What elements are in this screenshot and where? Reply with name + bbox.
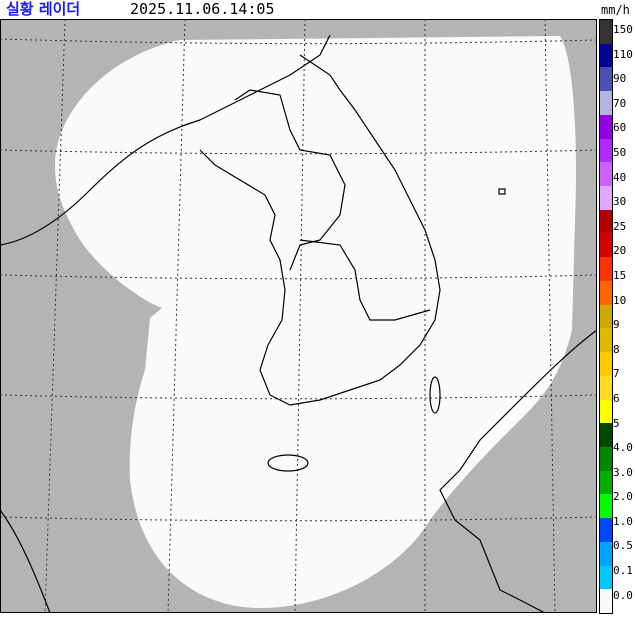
- legend-label: 1.0: [613, 514, 633, 528]
- legend-swatch: [600, 470, 612, 495]
- legend-label: 150: [613, 23, 633, 36]
- legend-label: 60: [613, 121, 627, 135]
- legend-swatch: [600, 209, 612, 234]
- legend-unit: mm/h: [601, 3, 630, 17]
- legend-label: 2.0: [613, 490, 633, 504]
- legend-label: 4.0: [613, 441, 633, 455]
- timestamp: 2025.11.06.14:05: [130, 0, 275, 18]
- legend-label: 50: [613, 145, 627, 159]
- legend-swatch: [600, 589, 612, 613]
- legend-swatch: [600, 423, 612, 447]
- legend-label: 10: [613, 293, 627, 307]
- radar-coverage-area: [55, 36, 577, 608]
- legend-label: 70: [613, 96, 627, 110]
- legend-swatch: [600, 328, 612, 353]
- color-scale-bar: [599, 19, 613, 614]
- legend-label: 3.0: [613, 465, 633, 479]
- legend-label: 30: [613, 195, 627, 209]
- legend-swatch: [600, 518, 612, 542]
- legend-swatch: [600, 138, 612, 163]
- legend-label: 15: [613, 268, 627, 282]
- legend-swatch: [600, 257, 612, 281]
- legend-swatch: [600, 162, 612, 187]
- legend-label: 7: [613, 367, 620, 381]
- page-title: 실황 레이더: [6, 0, 81, 18]
- legend-label: 0.5: [613, 539, 633, 553]
- legend-swatch: [600, 352, 612, 376]
- radar-map: [0, 19, 597, 613]
- legend-swatch: [600, 565, 612, 590]
- legend-swatch: [600, 399, 612, 424]
- legend-swatch: [600, 446, 612, 471]
- legend-label: 6: [613, 391, 620, 405]
- legend-label: 40: [613, 170, 627, 184]
- legend-swatch: [600, 114, 612, 139]
- legend-swatch: [600, 67, 612, 92]
- legend-swatch: [600, 186, 612, 210]
- legend-swatch: [600, 91, 612, 115]
- legend-label: 20: [613, 244, 627, 258]
- legend-label: 110: [613, 47, 633, 61]
- color-scale-labels: 150 110 90 70 60 50 40 30 25 20 15 10 9 8 7 6 5 4.0 3.0 2.0…: [613, 22, 635, 612]
- legend-label: 25: [613, 219, 627, 233]
- legend-swatch: [600, 280, 612, 305]
- legend-swatch: [600, 304, 612, 329]
- legend-label: 5: [613, 416, 620, 430]
- legend-label: 90: [613, 72, 627, 86]
- coastline: [0, 34, 597, 613]
- legend-swatch: [600, 20, 612, 44]
- legend-label: 0.0: [613, 588, 633, 602]
- legend-label: 9: [613, 318, 620, 332]
- legend-swatch: [600, 43, 612, 68]
- legend-swatch: [600, 233, 612, 258]
- legend-swatch: [600, 494, 612, 519]
- legend-label: 0.1: [613, 564, 633, 578]
- legend-swatch: [600, 541, 612, 566]
- legend-label: 8: [613, 342, 620, 356]
- legend-swatch: [600, 375, 612, 400]
- grid-lines: [0, 19, 597, 613]
